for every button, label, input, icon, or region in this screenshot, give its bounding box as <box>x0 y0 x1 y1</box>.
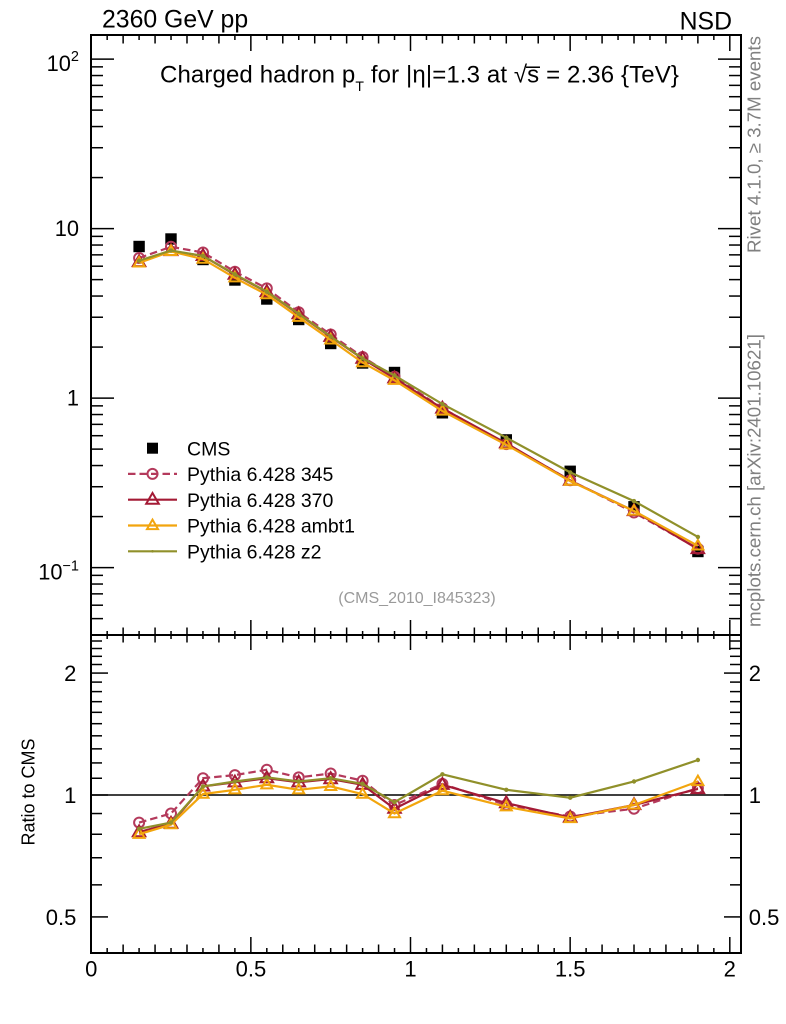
svg-text:2: 2 <box>64 661 76 686</box>
svg-text:Pythia 6.428 ambt1: Pythia 6.428 ambt1 <box>187 516 355 538</box>
svg-text:10: 10 <box>55 216 79 241</box>
svg-text:0.5: 0.5 <box>236 956 267 981</box>
svg-text:Ratio to CMS: Ratio to CMS <box>19 738 39 845</box>
svg-text:1: 1 <box>749 783 761 808</box>
svg-text:2: 2 <box>749 661 761 686</box>
svg-text:0.5: 0.5 <box>749 905 780 930</box>
svg-text:Pythia 6.428 370: Pythia 6.428 370 <box>187 490 334 512</box>
svg-text:Pythia 6.428 345: Pythia 6.428 345 <box>187 464 334 486</box>
svg-text:1: 1 <box>67 386 79 411</box>
svg-text:NSD: NSD <box>680 8 732 35</box>
svg-text:CMS: CMS <box>187 438 230 460</box>
svg-text:0.5: 0.5 <box>46 905 77 930</box>
svg-text:2: 2 <box>724 956 736 981</box>
svg-text:1: 1 <box>404 956 416 981</box>
svg-text:0: 0 <box>85 956 97 981</box>
svg-text:2360 GeV pp: 2360 GeV pp <box>102 6 248 33</box>
svg-text:mcplots.cern.ch [arXiv:2401.10: mcplots.cern.ch [arXiv:2401.10621] <box>744 334 765 627</box>
svg-text:(CMS_2010_I845323): (CMS_2010_I845323) <box>338 590 495 607</box>
svg-text:Rivet 4.1.0, ≥ 3.7M events: Rivet 4.1.0, ≥ 3.7M events <box>744 36 765 253</box>
svg-text:Pythia 6.428 z2: Pythia 6.428 z2 <box>187 542 321 564</box>
svg-text:1: 1 <box>64 783 76 808</box>
svg-text:1.5: 1.5 <box>555 956 586 981</box>
